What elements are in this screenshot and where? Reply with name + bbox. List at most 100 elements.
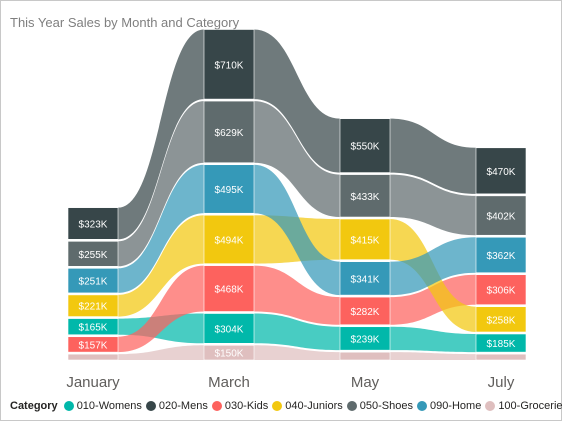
data-label-100-groceries-march: $150K <box>215 349 244 360</box>
data-label-090-home-july: $362K <box>487 251 516 262</box>
ribbon-050-shoes-march-to-may[interactable] <box>254 101 340 218</box>
data-label-050-shoes-january: $255K <box>79 250 108 261</box>
data-label-010-womens-july: $185K <box>487 339 516 350</box>
legend-marker-icon <box>485 401 496 411</box>
ribbon-020-mens-january-to-march[interactable] <box>118 29 204 240</box>
bar-segment-100-groceries-january[interactable] <box>67 353 119 361</box>
bar-segment-100-groceries-july[interactable] <box>475 353 527 361</box>
ribbon-010-womens-march-to-may[interactable] <box>254 313 340 351</box>
legend-marker-icon <box>211 401 222 411</box>
data-label-040-juniors-july: $258K <box>487 315 516 326</box>
legend-label: 040-Juniors <box>285 400 343 412</box>
bar-segment-010-womens-march[interactable] <box>203 313 255 344</box>
ribbon-020-mens-may-to-july[interactable] <box>390 118 476 194</box>
legend-item-100-groceries[interactable]: 100-Groceries <box>485 400 562 412</box>
ribbon-050-shoes-january-to-march[interactable] <box>118 101 204 267</box>
data-label-030-kids-january: $157K <box>79 340 108 351</box>
legend-item-020-mens[interactable]: 020-Mens <box>145 400 208 412</box>
bar-segment-090-home-july[interactable] <box>475 236 527 274</box>
data-label-030-kids-july: $306K <box>487 286 516 297</box>
bar-segment-040-juniors-january[interactable] <box>67 294 119 317</box>
bar-segment-010-womens-may[interactable] <box>339 326 391 351</box>
bar-segment-050-shoes-july[interactable] <box>475 195 527 236</box>
ribbon-030-kids-march-to-may[interactable] <box>254 265 340 325</box>
ribbon-040-juniors-january-to-march[interactable] <box>118 215 204 317</box>
data-label-040-juniors-may: $415K <box>351 235 380 246</box>
ribbon-050-shoes-may-to-july[interactable] <box>390 174 476 236</box>
bar-segment-010-womens-july[interactable] <box>475 333 527 353</box>
bar-segment-020-mens-january[interactable] <box>67 207 119 240</box>
data-label-090-home-may: $341K <box>351 274 380 285</box>
legend-marker-icon <box>145 401 156 411</box>
data-label-050-shoes-may: $433K <box>351 192 380 203</box>
ribbon-100-groceries-march-to-may[interactable] <box>254 345 340 360</box>
legend-marker-icon <box>416 401 427 411</box>
bar-segment-090-home-march[interactable] <box>203 164 255 214</box>
ribbon-090-home-may-to-july[interactable] <box>390 237 476 296</box>
bar-segment-030-kids-march[interactable] <box>203 265 255 312</box>
ribbon-090-home-january-to-march[interactable] <box>118 164 204 293</box>
bar-segment-100-groceries-may[interactable] <box>339 351 391 361</box>
data-label-010-womens-january: $165K <box>79 323 108 334</box>
legend-marker-icon <box>272 401 283 411</box>
x-tick-label-may: May <box>351 374 380 391</box>
bar-segment-030-kids-january[interactable] <box>67 336 119 353</box>
ribbon-100-groceries-january-to-march[interactable] <box>118 345 204 360</box>
data-label-020-mens-july: $470K <box>487 167 516 178</box>
bar-segment-100-groceries-march[interactable] <box>203 344 255 361</box>
legend-item-050-shoes[interactable]: 050-Shoes <box>346 400 413 412</box>
legend-label: 020-Mens <box>158 400 208 412</box>
bar-segment-090-home-january[interactable] <box>67 268 119 294</box>
bar-segment-050-shoes-january[interactable] <box>67 241 119 267</box>
bar-segment-030-kids-july[interactable] <box>475 274 527 306</box>
data-label-050-shoes-july: $402K <box>487 212 516 223</box>
legend-item-040-juniors[interactable]: 040-Juniors <box>272 400 343 412</box>
ribbon-030-kids-may-to-july[interactable] <box>390 274 476 325</box>
legend-title: Category <box>10 400 58 412</box>
legend-label: 050-Shoes <box>359 400 413 412</box>
legend-label: 090-Home <box>429 400 482 412</box>
x-tick-label-july: July <box>488 374 515 391</box>
data-label-020-mens-may: $550K <box>351 142 380 153</box>
data-label-090-home-january: $251K <box>79 277 108 288</box>
ribbon-chart: $165K $323K $157K $221K $255K $251K $304K $710K… <box>66 29 527 391</box>
bar-segment-050-shoes-may[interactable] <box>339 174 391 218</box>
data-label-020-mens-january: $323K <box>79 219 108 230</box>
bar-segment-020-mens-march[interactable] <box>203 29 255 100</box>
bar-segment-040-juniors-march[interactable] <box>203 214 255 264</box>
bar-segment-030-kids-may[interactable] <box>339 296 391 326</box>
legend-label: 010-Womens <box>76 400 142 412</box>
legend-item-010-womens[interactable]: 010-Womens <box>63 400 142 412</box>
legend-marker-icon <box>63 401 74 411</box>
data-label-010-womens-may: $239K <box>351 334 380 345</box>
ribbon-020-mens-march-to-may[interactable] <box>254 29 340 173</box>
bar-segment-020-mens-may[interactable] <box>339 118 391 173</box>
bar-segment-040-juniors-july[interactable] <box>475 306 527 333</box>
data-label-040-juniors-march: $494K <box>215 235 244 246</box>
bar-segment-010-womens-january[interactable] <box>67 318 119 336</box>
x-tick-label-january: January <box>66 374 120 391</box>
data-label-090-home-march: $495K <box>215 185 244 196</box>
data-label-020-mens-march: $710K <box>215 60 244 71</box>
data-label-030-kids-may: $282K <box>351 307 380 318</box>
legend-item-030-kids[interactable]: 030-Kids <box>211 400 269 412</box>
bar-segment-050-shoes-march[interactable] <box>203 100 255 164</box>
data-label-050-shoes-march: $629K <box>215 128 244 139</box>
legend-label: 030-Kids <box>224 400 269 412</box>
ribbon-100-groceries-may-to-july[interactable] <box>390 352 476 360</box>
ribbon-030-kids-january-to-march[interactable] <box>118 265 204 353</box>
legend-item-090-home[interactable]: 090-Home <box>416 400 482 412</box>
ribbon-090-home-march-to-may[interactable] <box>254 164 340 296</box>
legend: Category 010-Womens 020-Mens 030-Kids 040-J… <box>10 398 562 414</box>
x-tick-label-march: March <box>208 374 250 391</box>
bar-segment-020-mens-july[interactable] <box>475 147 527 195</box>
ribbon-010-womens-may-to-july[interactable] <box>390 326 476 353</box>
legend-marker-icon <box>346 401 357 411</box>
data-label-030-kids-march: $468K <box>215 285 244 296</box>
bar-segment-090-home-may[interactable] <box>339 261 391 296</box>
bar-segment-040-juniors-may[interactable] <box>339 218 391 260</box>
data-label-010-womens-march: $304K <box>215 324 244 335</box>
legend-label: 100-Groceries <box>498 400 562 412</box>
chart-title: This Year Sales by Month and Category <box>10 15 240 30</box>
